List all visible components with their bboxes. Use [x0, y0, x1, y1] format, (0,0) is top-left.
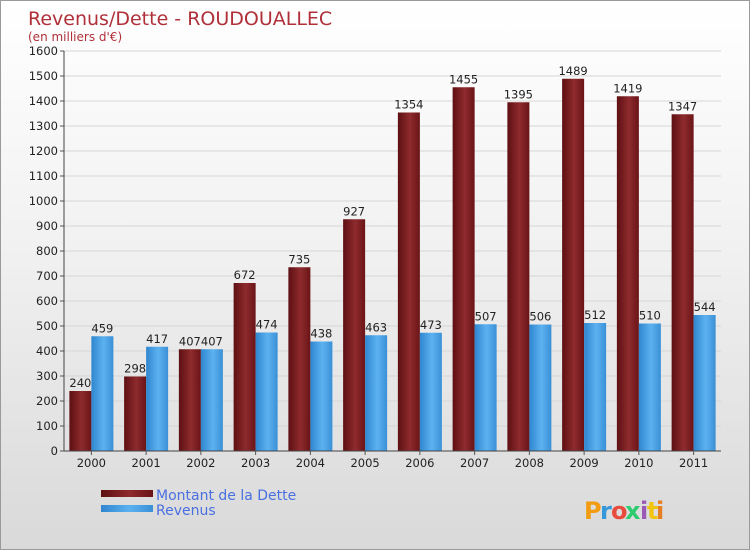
bar-revenue	[200, 349, 223, 451]
y-tick-label: 400	[36, 344, 58, 358]
bar-revenue	[310, 341, 333, 451]
x-tick-label: 2004	[296, 456, 325, 470]
x-tick-label: 2008	[515, 456, 544, 470]
data-label-revenue: 438	[310, 327, 332, 341]
bar-revenue	[474, 324, 497, 451]
data-label-debt: 240	[69, 376, 91, 390]
grid-layer	[64, 50, 721, 452]
y-tick-label: 1500	[29, 69, 58, 83]
x-tick-label: 2003	[241, 456, 270, 470]
bar-revenue	[529, 324, 552, 451]
y-tick-label: 0	[51, 444, 58, 458]
logo-letter: P	[584, 497, 602, 525]
y-tick-label: 200	[36, 394, 58, 408]
y-tick-label: 1000	[29, 194, 58, 208]
y-tick-label: 1100	[29, 169, 58, 183]
data-label-revenue: 474	[256, 318, 278, 332]
bar-debt	[124, 376, 147, 451]
x-tick-label: 2006	[405, 456, 434, 470]
data-label-debt: 407	[179, 334, 201, 348]
data-label-debt: 1489	[558, 64, 587, 78]
x-tick-label: 2005	[350, 456, 379, 470]
data-label-revenue: 407	[201, 334, 223, 348]
y-tick-label: 100	[36, 419, 58, 433]
data-label-debt: 1354	[394, 98, 423, 112]
y-tick-label: 500	[36, 319, 58, 333]
y-tick-label: 1200	[29, 144, 58, 158]
data-label-debt: 672	[234, 268, 256, 282]
bars-layer	[69, 78, 716, 451]
x-tick-label: 2009	[569, 456, 598, 470]
data-label-revenue: 510	[639, 309, 661, 323]
data-label-revenue: 507	[475, 309, 497, 323]
y-tick-label: 1600	[29, 44, 58, 58]
legend-label-debt: Montant de la Dette	[156, 488, 296, 504]
bar-revenue	[638, 323, 661, 451]
logo-letter: i	[656, 497, 664, 525]
bar-revenue	[146, 346, 169, 451]
bar-revenue	[419, 332, 442, 451]
logo-letter: x	[625, 497, 641, 525]
bar-debt	[343, 219, 366, 451]
legend-label-revenue: Revenus	[156, 503, 216, 519]
bar-revenue	[91, 336, 114, 451]
x-tick-label: 2002	[186, 456, 215, 470]
data-label-debt: 1419	[613, 81, 642, 95]
bar-debt	[452, 87, 475, 451]
y-tick-label: 300	[36, 369, 58, 383]
x-tick-label: 2000	[77, 456, 106, 470]
data-label-debt: 1455	[449, 72, 478, 86]
logo-letter: t	[647, 497, 658, 525]
data-label-debt: 735	[288, 252, 310, 266]
data-label-debt: 298	[124, 362, 146, 376]
y-tick-label: 600	[36, 294, 58, 308]
logo-letter: i	[640, 497, 648, 525]
y-tick-label: 1300	[29, 119, 58, 133]
chart-subtitle: (en milliers d'€)	[28, 30, 122, 44]
data-label-revenue: 473	[420, 318, 442, 332]
bar-debt	[288, 267, 311, 451]
y-tick-label: 700	[36, 269, 58, 283]
bar-debt	[671, 114, 694, 451]
data-label-debt: 927	[343, 204, 365, 218]
data-label-revenue: 506	[529, 310, 551, 324]
bar-debt	[69, 391, 92, 451]
axes-layer: 0 100 200 300 400 500 600 700 800 900 1000 1100 1200…	[29, 44, 721, 470]
data-label-revenue: 459	[91, 321, 113, 335]
logo-letter: r	[600, 497, 612, 525]
logo-letter: o	[611, 497, 628, 525]
data-label-revenue: 512	[584, 308, 606, 322]
legend: Montant de la Dette Revenus	[101, 488, 296, 519]
x-tick-label: 2007	[460, 456, 489, 470]
data-label-revenue: 544	[694, 300, 716, 314]
x-tick-label: 2010	[624, 456, 653, 470]
bar-revenue	[584, 323, 607, 451]
x-tick-label: 2001	[131, 456, 160, 470]
data-label-revenue: 417	[146, 332, 168, 346]
y-tick-label: 1400	[29, 94, 58, 108]
bar-revenue	[693, 315, 716, 451]
data-label-debt: 1395	[504, 87, 533, 101]
chart-title: Revenus/Dette - ROUDOUALLEC	[28, 8, 332, 30]
bar-revenue	[365, 335, 388, 451]
legend-swatch-revenue	[101, 505, 153, 512]
labels-layer: 240 459 298 417 407 407 672 474 735 438 927 463 1354…	[69, 64, 715, 390]
bar-debt	[178, 349, 201, 451]
y-tick-label: 900	[36, 219, 58, 233]
x-tick-label: 2011	[679, 456, 708, 470]
data-label-revenue: 463	[365, 320, 387, 334]
bar-debt	[233, 283, 256, 451]
bar-debt	[507, 102, 530, 451]
legend-swatch-debt	[101, 490, 153, 497]
bar-debt	[562, 78, 585, 451]
bar-revenue	[255, 332, 278, 451]
proxiti-logo: Pr ox iti	[584, 497, 664, 525]
bar-debt	[397, 112, 420, 451]
bar-debt	[616, 96, 639, 451]
data-label-debt: 1347	[668, 99, 697, 113]
y-tick-label: 800	[36, 244, 58, 258]
